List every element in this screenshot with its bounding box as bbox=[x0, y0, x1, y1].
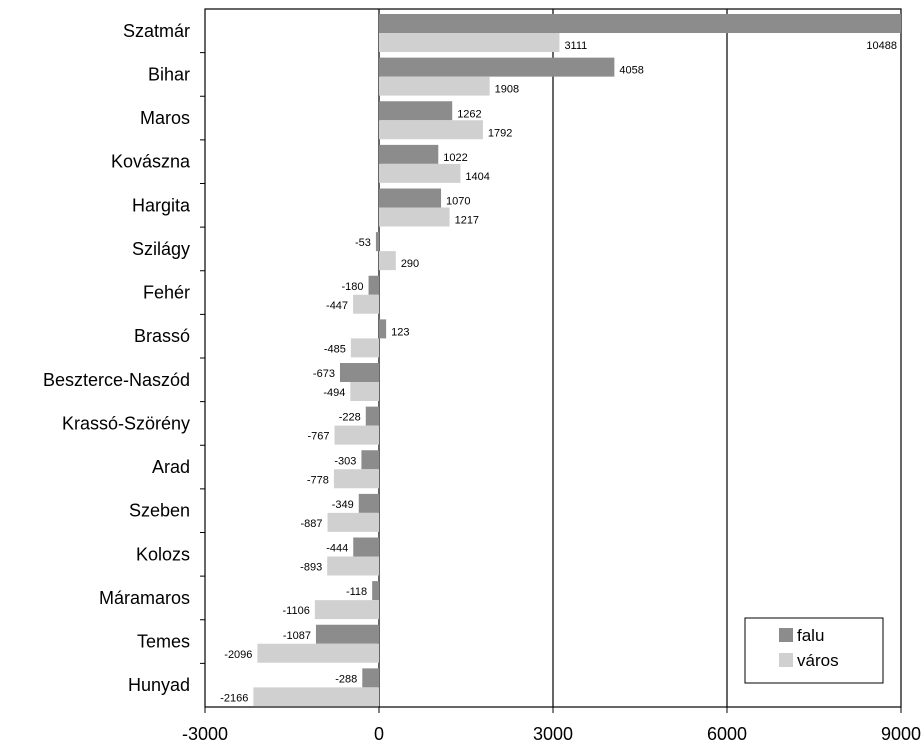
data-label: 3111 bbox=[564, 40, 587, 52]
data-label: 4058 bbox=[619, 65, 643, 77]
bar-falu bbox=[339, 363, 379, 382]
data-label: -893 bbox=[300, 562, 322, 574]
data-label: 290 bbox=[401, 258, 419, 270]
bar-falu bbox=[379, 319, 387, 339]
category-label: Hunyad bbox=[128, 675, 190, 695]
category-label: Temes bbox=[137, 632, 190, 652]
category-label: Kovászna bbox=[111, 152, 191, 172]
axes: Szatmár Bihar Maros Kovászna Hargita Szilágy F… bbox=[43, 21, 921, 744]
data-label: -887 bbox=[301, 518, 323, 530]
data-label: -447 bbox=[326, 300, 348, 312]
data-labels: 10488 3111 4058 1908 1262 1792 1022 1404 1070 121… bbox=[220, 40, 897, 704]
legend-box bbox=[744, 617, 884, 684]
bar-város bbox=[314, 600, 379, 620]
bar-város bbox=[333, 469, 379, 489]
data-label: 1022 bbox=[443, 152, 467, 164]
data-label: -673 bbox=[313, 368, 335, 380]
bar-falu bbox=[315, 624, 379, 644]
bar-falu bbox=[375, 232, 379, 252]
data-label: 1070 bbox=[446, 196, 470, 208]
category-label: Szatmár bbox=[123, 21, 190, 41]
bar-falu bbox=[379, 101, 453, 121]
legend-swatch-város bbox=[779, 653, 793, 667]
legend: falu város bbox=[744, 617, 884, 684]
data-label: -767 bbox=[307, 431, 329, 443]
category-label: Bihar bbox=[148, 64, 190, 84]
data-label: -180 bbox=[342, 281, 364, 293]
bar-falu bbox=[365, 406, 379, 426]
bar-város bbox=[327, 512, 379, 532]
bars bbox=[253, 14, 901, 707]
x-tick-label: 9000 bbox=[881, 724, 921, 744]
legend-swatch-falu bbox=[779, 628, 793, 642]
bar-város bbox=[334, 425, 379, 445]
data-label: -303 bbox=[334, 455, 356, 467]
x-tick-label: 0 bbox=[374, 724, 384, 744]
data-label: -2096 bbox=[224, 649, 252, 661]
bar-város bbox=[350, 382, 379, 401]
bar-város bbox=[253, 687, 379, 707]
data-label: -444 bbox=[326, 543, 348, 555]
x-tick-label: -3000 bbox=[182, 724, 228, 744]
category-label: Beszterce-Naszód bbox=[43, 370, 190, 390]
data-label: 1217 bbox=[455, 215, 479, 227]
bar-város bbox=[257, 643, 379, 663]
data-label: 1792 bbox=[488, 127, 512, 139]
data-label: 1404 bbox=[465, 171, 489, 183]
bar-falu bbox=[362, 668, 379, 688]
category-label: Arad bbox=[152, 457, 190, 477]
bar-város bbox=[379, 33, 560, 52]
data-label: -1106 bbox=[283, 605, 310, 617]
plot-area bbox=[204, 8, 902, 708]
data-label: -494 bbox=[323, 387, 345, 399]
category-label: Brassó bbox=[134, 326, 190, 346]
x-tick-label: 3000 bbox=[533, 724, 573, 744]
category-label: Maros bbox=[140, 108, 190, 128]
bar-város bbox=[379, 76, 490, 96]
bar-város bbox=[353, 294, 379, 314]
bar-falu bbox=[368, 275, 379, 295]
data-label: 123 bbox=[391, 326, 409, 338]
data-label: -118 bbox=[346, 586, 367, 598]
bar-város bbox=[327, 556, 379, 576]
bar-falu bbox=[361, 450, 379, 470]
data-label: -485 bbox=[324, 343, 346, 355]
category-label: Krassó-Szörény bbox=[62, 413, 190, 433]
data-label: -228 bbox=[339, 412, 361, 424]
data-label: -349 bbox=[332, 499, 354, 511]
category-label: Szeben bbox=[129, 501, 190, 521]
legend-label-város: város bbox=[797, 651, 839, 670]
bar-falu bbox=[372, 581, 379, 601]
data-label: 10488 bbox=[866, 40, 897, 52]
category-label: Hargita bbox=[132, 195, 191, 215]
bar-város bbox=[379, 120, 483, 140]
data-label: -2166 bbox=[220, 692, 248, 704]
data-label: -288 bbox=[335, 673, 357, 685]
bar-falu bbox=[379, 14, 901, 33]
data-label: -778 bbox=[307, 474, 329, 486]
bar-város bbox=[379, 207, 450, 227]
bar-falu bbox=[358, 493, 379, 513]
x-tick-label: 6000 bbox=[707, 724, 747, 744]
bar-falu bbox=[379, 144, 439, 164]
bar-város bbox=[350, 338, 379, 358]
category-label: Fehér bbox=[143, 283, 190, 303]
data-label: 1908 bbox=[495, 84, 519, 96]
bar-falu bbox=[379, 57, 615, 77]
bar-város bbox=[379, 251, 396, 271]
bar-város bbox=[379, 163, 461, 183]
data-label: -1087 bbox=[283, 630, 311, 642]
data-label: -53 bbox=[355, 237, 371, 249]
category-label: Máramaros bbox=[99, 588, 190, 608]
bar-falu bbox=[379, 188, 442, 208]
legend-label-falu: falu bbox=[797, 626, 824, 645]
data-label: 1262 bbox=[457, 108, 481, 120]
category-label: Szilágy bbox=[132, 239, 190, 259]
category-label: Kolozs bbox=[136, 544, 190, 564]
bar-falu bbox=[353, 537, 379, 557]
